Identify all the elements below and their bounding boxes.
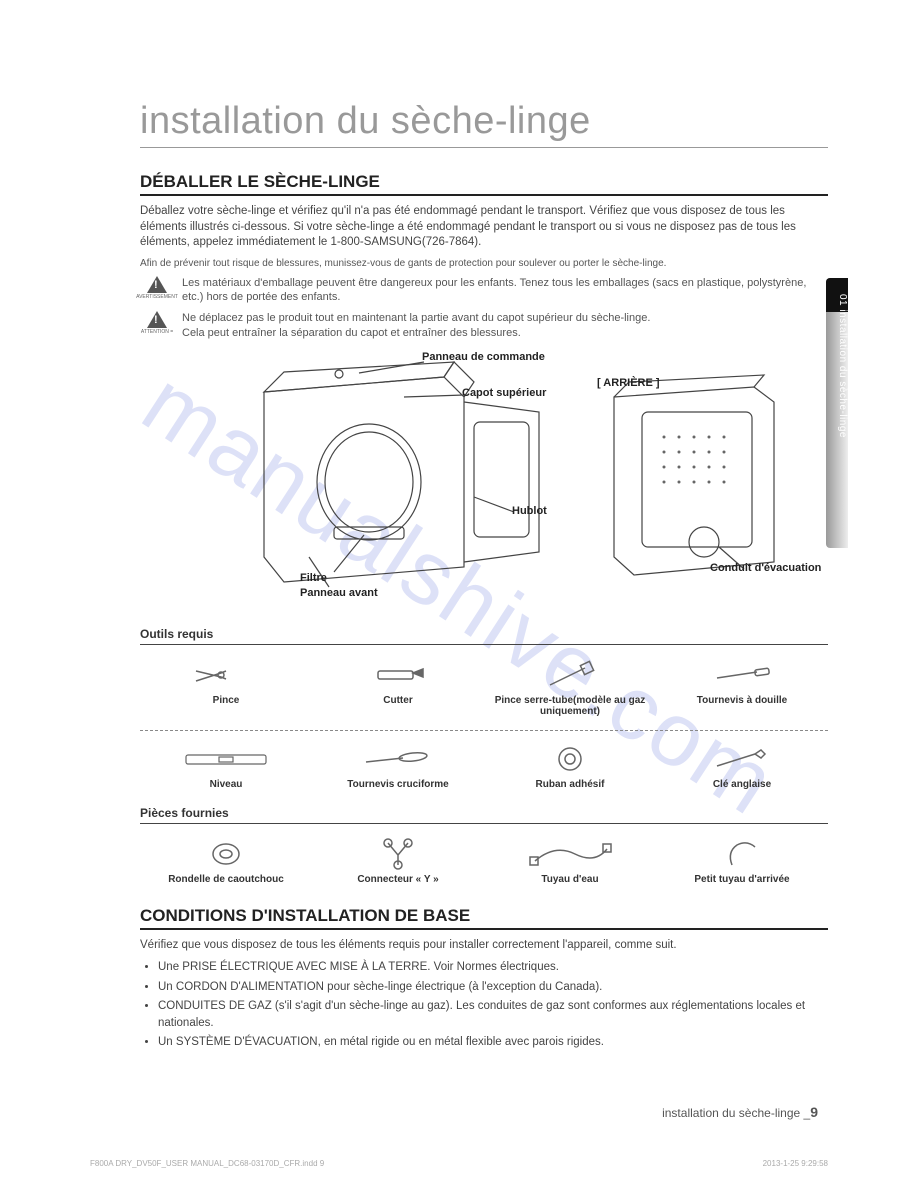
callout-conduit: Conduit d'évacuation xyxy=(710,562,821,574)
condition-item: CONDUITES DE GAZ (s'il s'agit d'un sèche… xyxy=(158,998,828,1033)
warning-label: ATTENTION = xyxy=(141,329,173,335)
callout-filtre: Filtre xyxy=(300,572,327,584)
page-content: installation du sèche-linge DÉBALLER LE … xyxy=(0,0,918,1104)
warning-text: Les matériaux d'emballage peuvent être d… xyxy=(182,276,828,306)
warning-icon: ATTENTION = xyxy=(140,311,174,335)
tool-label: Pince serre-tube(modèle au gaz uniquemen… xyxy=(494,695,646,718)
tool-tape: Ruban adhésif xyxy=(494,739,646,791)
part-inlet-hose: Petit tuyau d'arrivée xyxy=(666,834,818,886)
callout-capot-superieur: Capot supérieur xyxy=(462,387,546,399)
part-label: Petit tuyau d'arrivée xyxy=(666,874,818,886)
tool-label: Niveau xyxy=(150,779,302,791)
rubber-washer-icon xyxy=(208,839,244,869)
warning-avertissement: AVERTISSEMENT Les matériaux d'emballage … xyxy=(140,276,828,306)
y-connector-icon xyxy=(378,837,418,871)
pipe-wrench-icon xyxy=(535,660,605,690)
part-y-connector: Connecteur « Y » xyxy=(322,834,474,886)
tool-label: Ruban adhésif xyxy=(494,779,646,791)
wrench-icon xyxy=(707,748,777,770)
level-icon xyxy=(181,749,271,769)
parts-heading: Pièces fournies xyxy=(140,806,828,824)
tool-level: Niveau xyxy=(150,739,302,791)
nut-driver-icon xyxy=(707,665,777,685)
tool-wrench: Clé anglaise xyxy=(666,739,818,791)
condition-item: Un CORDON D'ALIMENTATION pour sèche-ling… xyxy=(158,979,828,996)
part-washer: Rondelle de caoutchouc xyxy=(150,834,302,886)
section-unpack-heading: DÉBALLER LE SÈCHE-LINGE xyxy=(140,172,828,196)
part-water-hose: Tuyau d'eau xyxy=(494,834,646,886)
section-conditions-heading: CONDITIONS D'INSTALLATION DE BASE xyxy=(140,906,828,930)
tools-row-2: Niveau Tournevis cruciforme Ruban adhési… xyxy=(140,735,828,799)
callout-panneau-avant: Panneau avant xyxy=(300,587,378,599)
part-label: Tuyau d'eau xyxy=(494,874,646,886)
footer-timestamp: 2013-1-25 9:29:58 xyxy=(763,1159,828,1168)
tool-nut-driver: Tournevis à douille xyxy=(666,655,818,718)
conditions-list: Une PRISE ÉLECTRIQUE AVEC MISE À LA TERR… xyxy=(140,959,828,1051)
tool-pipe-wrench: Pince serre-tube(modèle au gaz uniquemen… xyxy=(494,655,646,718)
condition-item: Un SYSTÈME D'ÉVACUATION, en métal rigide… xyxy=(158,1034,828,1051)
tool-cutter: Cutter xyxy=(322,655,474,718)
inlet-hose-icon xyxy=(717,837,767,871)
warning-icon: AVERTISSEMENT xyxy=(140,276,174,300)
warning-line-1: Ne déplacez pas le produit tout en maint… xyxy=(182,312,650,324)
tools-heading: Outils requis xyxy=(140,627,828,645)
tool-pince: Pince xyxy=(150,655,302,718)
conditions-intro: Vérifiez que vous disposez de tous les é… xyxy=(140,938,828,954)
warning-attention: ATTENTION = Ne déplacez pas le produit t… xyxy=(140,311,828,341)
water-hose-icon xyxy=(525,839,615,869)
callout-panneau-commande: Panneau de commande xyxy=(422,351,545,363)
warning-line-2: Cela peut entraîner la séparation du cap… xyxy=(182,327,521,339)
page-number: 9 xyxy=(810,1104,818,1120)
tool-label: Clé anglaise xyxy=(666,779,818,791)
page-title: installation du sèche-linge xyxy=(140,100,828,148)
callout-arriere: [ ARRIÈRE ] xyxy=(597,377,660,389)
dryer-diagram: Panneau de commande Capot supérieur [ AR… xyxy=(140,347,828,617)
intro-paragraph-2: Afin de prévenir tout risque de blessure… xyxy=(140,257,828,270)
tool-label: Tournevis cruciforme xyxy=(322,779,474,791)
footer-right: installation du sèche-linge _9 xyxy=(662,1104,818,1120)
tools-row-1: Pince Cutter Pince serre-tube(modèle au … xyxy=(140,651,828,731)
tape-icon xyxy=(550,744,590,774)
intro-paragraph-1: Déballez votre sèche-linge et vérifiez q… xyxy=(140,204,828,251)
pliers-icon xyxy=(191,663,261,687)
tool-label: Cutter xyxy=(322,695,474,707)
phillips-icon xyxy=(358,750,438,768)
tool-phillips: Tournevis cruciforme xyxy=(322,739,474,791)
tool-label: Tournevis à douille xyxy=(666,695,818,707)
tool-label: Pince xyxy=(150,695,302,707)
part-label: Connecteur « Y » xyxy=(322,874,474,886)
footer-file: F800A DRY_DV50F_USER MANUAL_DC68-03170D_… xyxy=(90,1159,324,1168)
triangle-icon xyxy=(147,311,167,328)
warning-label: AVERTISSEMENT xyxy=(136,294,178,300)
part-label: Rondelle de caoutchouc xyxy=(150,874,302,886)
cutter-icon xyxy=(363,663,433,687)
callout-hublot: Hublot xyxy=(512,505,547,517)
parts-row: Rondelle de caoutchouc Connecteur « Y » … xyxy=(140,830,828,894)
footer-text: installation du sèche-linge _ xyxy=(662,1106,810,1120)
condition-item: Une PRISE ÉLECTRIQUE AVEC MISE À LA TERR… xyxy=(158,959,828,976)
triangle-icon xyxy=(147,276,167,293)
warning-text: Ne déplacez pas le produit tout en maint… xyxy=(182,311,650,341)
